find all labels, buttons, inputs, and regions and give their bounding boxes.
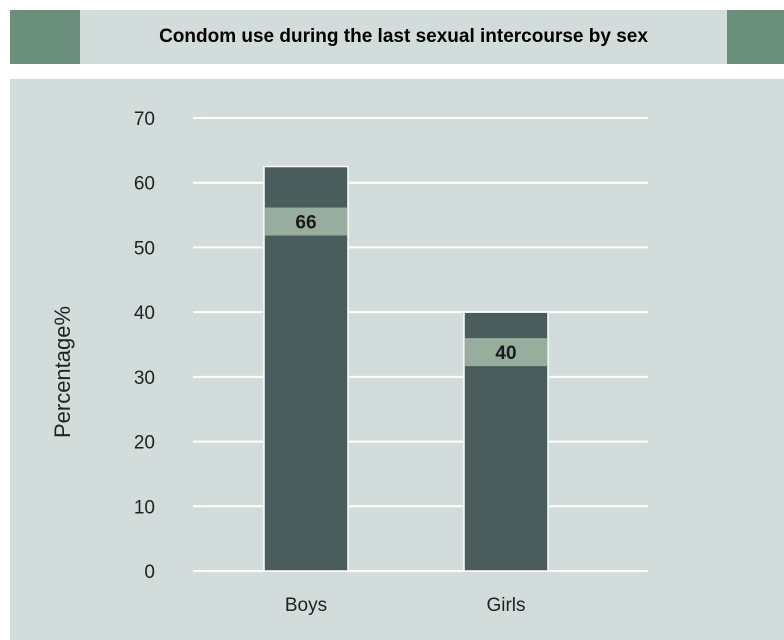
y-axis-label: Percentage% xyxy=(50,306,75,438)
x-tick-label-boys: Boys xyxy=(285,595,327,616)
y-axis-ticks: 0 10 20 30 40 50 60 70 xyxy=(134,109,155,583)
x-axis-ticks: Boys Girls xyxy=(285,595,526,616)
y-tick-label: 70 xyxy=(134,109,155,130)
y-tick-label: 50 xyxy=(134,238,155,259)
y-tick-label: 40 xyxy=(134,303,155,324)
chart-title: Condom use during the last sexual interc… xyxy=(159,26,648,47)
gridlines xyxy=(193,117,648,572)
data-label-girls: 40 xyxy=(495,343,516,364)
header-accent-right xyxy=(727,10,784,64)
y-tick-label: 10 xyxy=(134,497,155,518)
plot-panel xyxy=(10,79,784,640)
data-label-band xyxy=(465,338,547,367)
data-label-band xyxy=(265,207,347,236)
y-tick-label: 30 xyxy=(134,368,155,389)
bars: 66 40 xyxy=(263,165,549,572)
data-label-boys: 66 xyxy=(295,213,316,234)
x-tick-label-girls: Girls xyxy=(486,595,525,616)
header-accent-left xyxy=(10,10,80,64)
y-tick-label: 20 xyxy=(134,433,155,454)
y-tick-label: 0 xyxy=(144,562,155,583)
y-tick-label: 60 xyxy=(134,174,155,195)
header-band xyxy=(80,10,727,64)
